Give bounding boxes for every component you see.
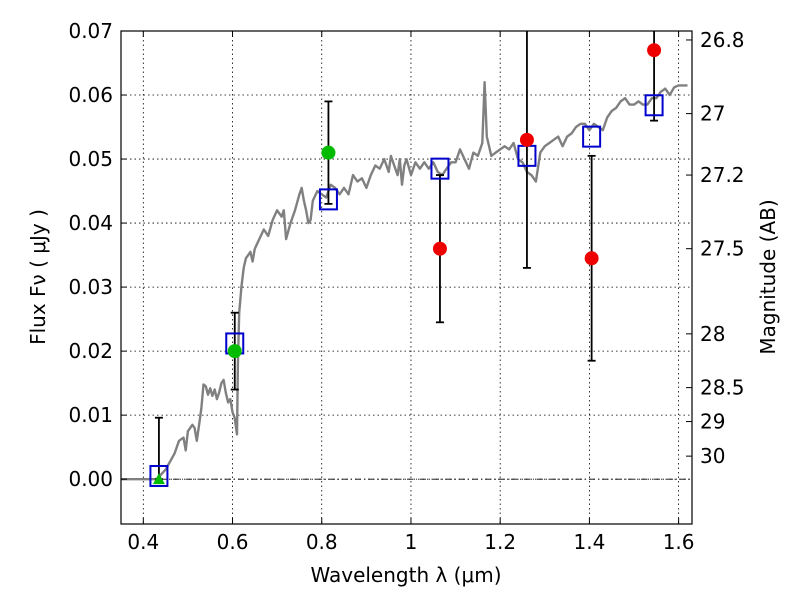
y-tick-label: 0.00 xyxy=(68,467,113,491)
model-band-square xyxy=(318,188,338,211)
data-layer xyxy=(121,31,688,487)
observed-point xyxy=(152,473,165,485)
model-band-square xyxy=(430,157,450,180)
model-spectrum-line xyxy=(121,80,688,481)
label-layer: Wavelength λ (μm) Flux Fν ( μJy ) Magnit… xyxy=(26,199,780,587)
x-tick-label: 0.6 xyxy=(217,530,249,554)
plot-frame xyxy=(120,30,693,525)
observed-point xyxy=(227,344,242,359)
right-tick-label: 27 xyxy=(700,102,725,126)
observed-point xyxy=(647,43,662,58)
y-tick-label: 0.03 xyxy=(68,275,113,299)
y-tick-label: 0.07 xyxy=(68,19,113,43)
right-tick-label: 26.8 xyxy=(700,28,745,52)
model-band-square xyxy=(644,94,664,117)
observed-point xyxy=(584,251,599,266)
x-tick-label: 1.2 xyxy=(484,530,516,554)
grid-layer xyxy=(121,30,692,524)
y-tick-label: 0.06 xyxy=(68,83,113,107)
observed-point xyxy=(432,241,447,256)
y-tick-label: 0.04 xyxy=(68,211,113,235)
x-tick-label: 1.6 xyxy=(663,530,695,554)
right-tick-label: 27.2 xyxy=(700,163,745,187)
model-band-square xyxy=(149,464,169,487)
x-tick-label: 0.4 xyxy=(127,530,159,554)
y-axis-label: Flux Fν ( μJy ) xyxy=(26,209,50,345)
right-tick-label: 27.5 xyxy=(700,237,745,261)
tick-layer: 0.4 0.6 0.8 1 1.2 1.4 1.6 0.00 0.01 0.02 0.03 0.04 0… xyxy=(68,19,744,554)
observed-point xyxy=(321,145,336,160)
x-tick-label: 0.8 xyxy=(306,530,338,554)
right-tick-label: 28 xyxy=(700,322,725,346)
x-tick-label: 1.4 xyxy=(573,530,605,554)
right-tick-label: 28.5 xyxy=(700,376,745,400)
x-tick-label: 1 xyxy=(405,530,418,554)
y-tick-label: 0.02 xyxy=(68,339,113,363)
y-tick-label: 0.05 xyxy=(68,147,113,171)
right-axis-label: Magnitude (AB) xyxy=(756,199,780,354)
x-axis-label: Wavelength λ (μm) xyxy=(310,563,501,587)
right-tick-label: 29 xyxy=(700,410,725,434)
y-tick-label: 0.01 xyxy=(68,403,113,427)
observed-point xyxy=(519,132,534,147)
right-tick-label: 30 xyxy=(700,444,725,468)
model-band-square xyxy=(582,125,602,148)
